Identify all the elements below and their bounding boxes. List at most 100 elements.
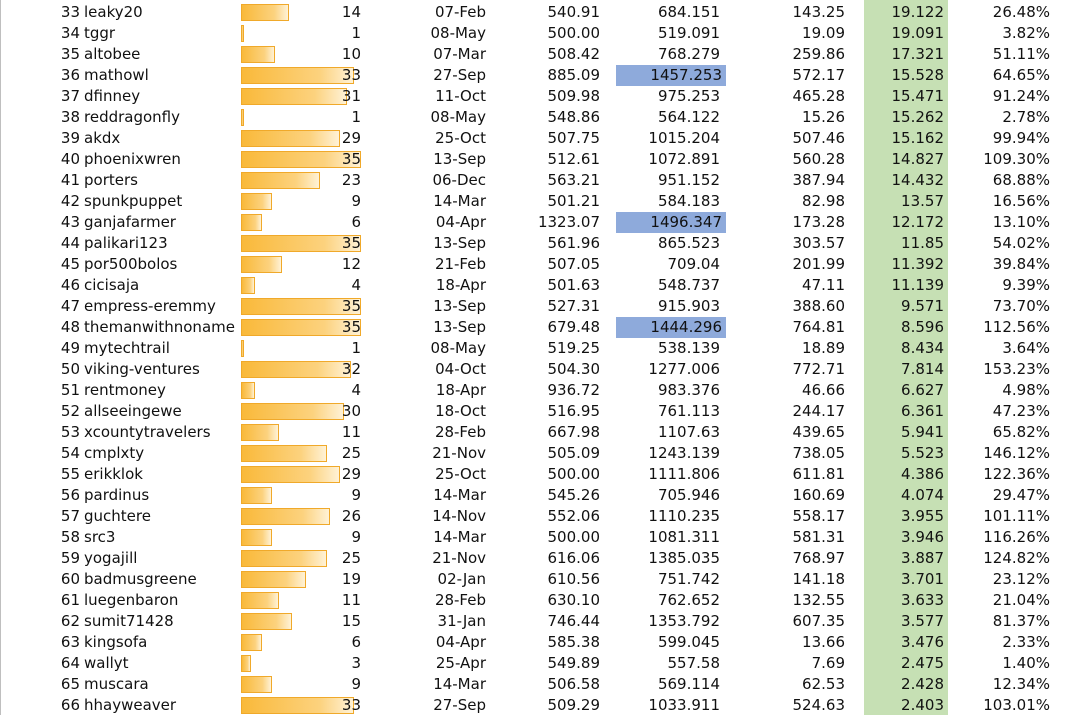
score-cell[interactable]: 5.941: [901, 423, 944, 441]
percent-cell[interactable]: 112.56%: [983, 318, 1050, 336]
rank-cell[interactable]: 54: [60, 444, 80, 462]
value3-cell[interactable]: 141.18: [792, 570, 846, 588]
value3-cell[interactable]: 160.69: [792, 486, 846, 504]
date-cell[interactable]: 14-Mar: [433, 192, 486, 210]
score-cell[interactable]: 2.428: [901, 675, 944, 693]
value2-cell[interactable]: 915.903: [657, 297, 720, 315]
date-cell[interactable]: 07-Mar: [433, 45, 486, 63]
date-cell[interactable]: 18-Oct: [435, 402, 486, 420]
value1-cell[interactable]: 667.98: [547, 423, 601, 441]
value3-cell[interactable]: 46.66: [802, 381, 845, 399]
value2-cell[interactable]: 564.122: [657, 108, 720, 126]
date-cell[interactable]: 21-Feb: [434, 255, 486, 273]
username-cell[interactable]: tggr: [84, 24, 116, 42]
date-cell[interactable]: 18-Apr: [435, 276, 486, 294]
value1-cell[interactable]: 509.98: [547, 87, 601, 105]
date-cell[interactable]: 13-Sep: [433, 297, 486, 315]
percent-cell[interactable]: 122.36%: [983, 465, 1050, 483]
count-cell[interactable]: 29: [341, 129, 361, 147]
percent-cell[interactable]: 2.78%: [1002, 108, 1050, 126]
date-cell[interactable]: 18-Apr: [435, 381, 486, 399]
value1-cell[interactable]: 1323.07: [537, 213, 600, 231]
value3-cell[interactable]: 18.89: [802, 339, 845, 357]
value1-cell[interactable]: 548.86: [547, 108, 601, 126]
value3-cell[interactable]: 82.98: [802, 192, 845, 210]
count-cell[interactable]: 14: [341, 3, 361, 21]
count-cell[interactable]: 1: [351, 339, 361, 357]
date-cell[interactable]: 25-Oct: [435, 129, 486, 147]
count-cell[interactable]: 35: [341, 297, 361, 315]
value3-cell[interactable]: 388.60: [792, 297, 846, 315]
value3-cell[interactable]: 7.69: [811, 654, 845, 672]
date-cell[interactable]: 25-Apr: [435, 654, 486, 672]
count-cell[interactable]: 26: [341, 507, 361, 525]
date-cell[interactable]: 04-Apr: [435, 633, 486, 651]
rank-cell[interactable]: 51: [60, 381, 80, 399]
percent-cell[interactable]: 16.56%: [992, 192, 1050, 210]
value1-cell[interactable]: 610.56: [547, 570, 601, 588]
rank-cell[interactable]: 52: [60, 402, 80, 420]
score-cell[interactable]: 4.074: [901, 486, 944, 504]
value3-cell[interactable]: 387.94: [792, 171, 846, 189]
count-cell[interactable]: 23: [341, 171, 361, 189]
count-cell[interactable]: 9: [351, 192, 361, 210]
rank-cell[interactable]: 58: [60, 528, 80, 546]
score-cell[interactable]: 17.321: [891, 45, 945, 63]
rank-cell[interactable]: 34: [60, 24, 80, 42]
value1-cell[interactable]: 507.75: [547, 129, 601, 147]
username-cell[interactable]: kingsofa: [84, 633, 148, 651]
score-cell[interactable]: 7.814: [901, 360, 944, 378]
date-cell[interactable]: 04-Apr: [435, 213, 486, 231]
value1-cell[interactable]: 746.44: [547, 612, 601, 630]
username-cell[interactable]: luegenbaron: [84, 591, 179, 609]
percent-cell[interactable]: 68.88%: [992, 171, 1050, 189]
value3-cell[interactable]: 607.35: [792, 612, 846, 630]
score-cell[interactable]: 19.122: [891, 3, 945, 21]
score-cell[interactable]: 11.392: [891, 255, 945, 273]
value1-cell[interactable]: 549.89: [547, 654, 601, 672]
value3-cell[interactable]: 259.86: [792, 45, 846, 63]
score-cell[interactable]: 15.262: [891, 108, 945, 126]
percent-cell[interactable]: 12.34%: [992, 675, 1050, 693]
username-cell[interactable]: akdx: [84, 129, 121, 147]
value1-cell[interactable]: 616.06: [547, 549, 601, 567]
value2-cell[interactable]: 1277.006: [648, 360, 720, 378]
value3-cell[interactable]: 560.28: [792, 150, 846, 168]
value3-cell[interactable]: 201.99: [792, 255, 846, 273]
percent-cell[interactable]: 103.01%: [983, 696, 1050, 714]
value3-cell[interactable]: 173.28: [792, 213, 846, 231]
rank-cell[interactable]: 46: [60, 276, 80, 294]
value2-cell[interactable]: 1457.253: [616, 65, 726, 86]
username-cell[interactable]: yogajill: [84, 549, 138, 567]
percent-cell[interactable]: 109.30%: [983, 150, 1050, 168]
value3-cell[interactable]: 244.17: [792, 402, 846, 420]
percent-cell[interactable]: 13.10%: [992, 213, 1050, 231]
date-cell[interactable]: 28-Feb: [434, 591, 486, 609]
rank-cell[interactable]: 50: [60, 360, 80, 378]
username-cell[interactable]: phoenixwren: [84, 150, 181, 168]
score-cell[interactable]: 8.596: [901, 318, 944, 336]
username-cell[interactable]: ganjafarmer: [84, 213, 176, 231]
value2-cell[interactable]: 751.742: [657, 570, 720, 588]
username-cell[interactable]: porters: [84, 171, 138, 189]
percent-cell[interactable]: 4.98%: [1002, 381, 1050, 399]
value2-cell[interactable]: 684.151: [657, 3, 720, 21]
username-cell[interactable]: badmusgreene: [84, 570, 197, 588]
username-cell[interactable]: mytechtrail: [84, 339, 170, 357]
value2-cell[interactable]: 762.652: [657, 591, 720, 609]
score-cell[interactable]: 15.471: [891, 87, 945, 105]
count-cell[interactable]: 30: [341, 402, 361, 420]
percent-cell[interactable]: 3.82%: [1002, 24, 1050, 42]
date-cell[interactable]: 31-Jan: [437, 612, 486, 630]
value1-cell[interactable]: 540.91: [547, 3, 601, 21]
value3-cell[interactable]: 143.25: [792, 3, 846, 21]
score-cell[interactable]: 3.701: [901, 570, 944, 588]
username-cell[interactable]: hhayweaver: [84, 696, 177, 714]
score-cell[interactable]: 3.887: [901, 549, 944, 567]
value1-cell[interactable]: 500.00: [547, 465, 601, 483]
percent-cell[interactable]: 73.70%: [992, 297, 1050, 315]
value1-cell[interactable]: 630.10: [547, 591, 601, 609]
count-cell[interactable]: 33: [341, 696, 361, 714]
percent-cell[interactable]: 3.64%: [1002, 339, 1050, 357]
rank-cell[interactable]: 42: [60, 192, 80, 210]
